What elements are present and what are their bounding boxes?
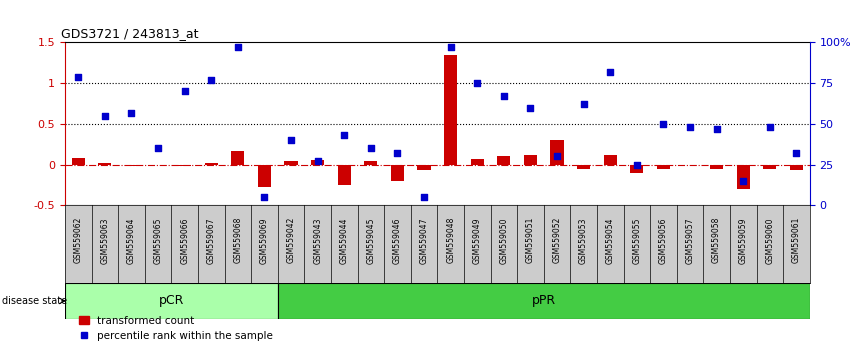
Bar xyxy=(284,161,298,165)
Point xyxy=(736,178,750,184)
Text: GSM559063: GSM559063 xyxy=(100,217,109,263)
Text: GDS3721 / 243813_at: GDS3721 / 243813_at xyxy=(61,27,198,40)
Bar xyxy=(417,165,430,170)
Point xyxy=(125,110,139,115)
Point xyxy=(284,137,298,143)
Text: GSM559064: GSM559064 xyxy=(127,217,136,263)
Bar xyxy=(470,159,484,165)
Text: pCR: pCR xyxy=(158,295,184,307)
Bar xyxy=(497,156,510,165)
Point xyxy=(523,105,537,110)
Bar xyxy=(65,283,278,319)
Bar xyxy=(630,165,643,173)
Bar xyxy=(391,165,404,181)
Bar xyxy=(338,165,351,185)
Text: GSM559052: GSM559052 xyxy=(553,217,561,263)
Text: GSM559059: GSM559059 xyxy=(739,217,747,263)
Text: GSM559069: GSM559069 xyxy=(260,217,269,263)
Bar xyxy=(311,160,324,165)
Text: GSM559042: GSM559042 xyxy=(287,217,295,263)
Bar xyxy=(72,158,85,165)
Bar xyxy=(551,140,564,165)
Text: GSM559051: GSM559051 xyxy=(526,217,535,263)
Text: pPR: pPR xyxy=(532,295,556,307)
Text: GSM559056: GSM559056 xyxy=(659,217,668,263)
Point xyxy=(204,77,218,83)
Text: GSM559057: GSM559057 xyxy=(686,217,695,263)
Point xyxy=(178,88,191,94)
Point xyxy=(98,113,112,119)
Point xyxy=(656,121,670,127)
Bar xyxy=(125,165,138,166)
Bar xyxy=(577,165,591,169)
Text: GSM559045: GSM559045 xyxy=(366,217,375,263)
Point xyxy=(151,145,165,151)
Bar xyxy=(710,165,723,169)
Point xyxy=(790,150,804,156)
Text: GSM559067: GSM559067 xyxy=(207,217,216,263)
Legend: transformed count, percentile rank within the sample: transformed count, percentile rank withi… xyxy=(74,312,277,345)
Point xyxy=(577,102,591,107)
Text: GSM559046: GSM559046 xyxy=(393,217,402,263)
Text: GSM559068: GSM559068 xyxy=(233,217,242,263)
Point xyxy=(337,132,351,138)
Point xyxy=(709,126,723,132)
Point xyxy=(763,124,777,130)
Text: GSM559043: GSM559043 xyxy=(313,217,322,263)
Bar xyxy=(98,163,112,165)
Text: GSM559060: GSM559060 xyxy=(766,217,774,263)
Bar xyxy=(278,283,810,319)
Bar xyxy=(737,165,750,189)
Point xyxy=(257,194,271,200)
Point xyxy=(71,74,85,80)
Bar xyxy=(656,165,670,169)
Point xyxy=(417,194,431,200)
Point xyxy=(683,124,697,130)
Bar xyxy=(231,151,244,165)
Point xyxy=(311,159,325,164)
Bar xyxy=(444,55,457,165)
Text: GSM559055: GSM559055 xyxy=(632,217,642,263)
Point xyxy=(364,145,378,151)
Text: disease state: disease state xyxy=(2,296,67,306)
Bar xyxy=(524,155,537,165)
Text: GSM559048: GSM559048 xyxy=(446,217,456,263)
Bar xyxy=(258,165,271,187)
Bar xyxy=(763,165,777,169)
Text: GSM559058: GSM559058 xyxy=(712,217,721,263)
Text: GSM559044: GSM559044 xyxy=(339,217,349,263)
Point xyxy=(391,150,404,156)
Point xyxy=(550,154,564,159)
Text: GSM559065: GSM559065 xyxy=(153,217,163,263)
Text: GSM559049: GSM559049 xyxy=(473,217,481,263)
Text: GSM559047: GSM559047 xyxy=(419,217,429,263)
Point xyxy=(470,80,484,86)
Text: GSM559066: GSM559066 xyxy=(180,217,189,263)
Text: GSM559062: GSM559062 xyxy=(74,217,83,263)
Point xyxy=(497,93,511,99)
Bar xyxy=(604,155,617,165)
Point xyxy=(443,45,457,50)
Text: GSM559054: GSM559054 xyxy=(605,217,615,263)
Point xyxy=(604,69,617,75)
Point xyxy=(231,45,245,50)
Point xyxy=(630,162,643,167)
Bar xyxy=(365,161,378,165)
Bar xyxy=(178,165,191,166)
Text: GSM559061: GSM559061 xyxy=(792,217,801,263)
Bar xyxy=(204,163,218,165)
Bar xyxy=(790,165,803,170)
Text: GSM559053: GSM559053 xyxy=(579,217,588,263)
Text: GSM559050: GSM559050 xyxy=(500,217,508,263)
